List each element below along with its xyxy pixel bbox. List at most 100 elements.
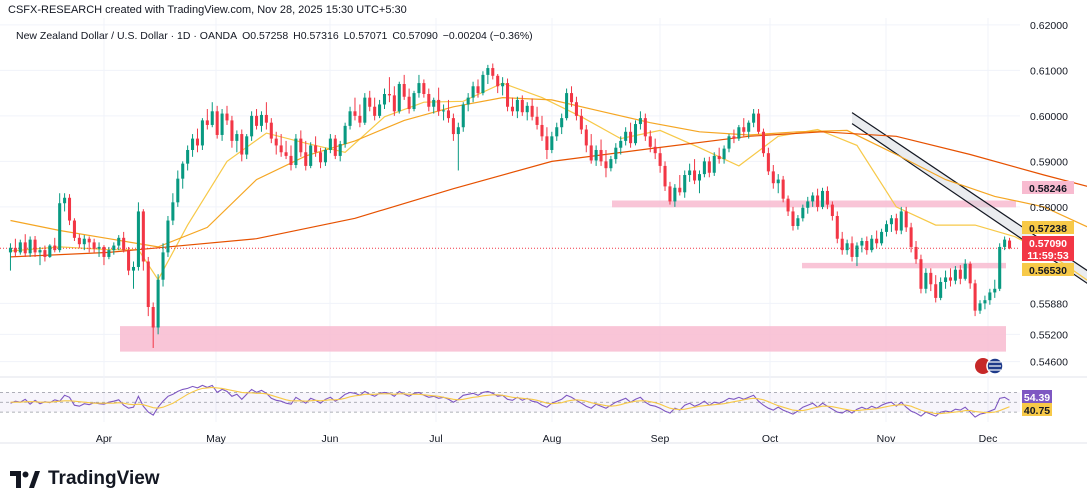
brand[interactable]: TradingView bbox=[10, 468, 160, 490]
candle bbox=[934, 275, 938, 303]
candle bbox=[451, 113, 455, 141]
candle bbox=[525, 102, 529, 121]
y-tick-label: 0.59000 bbox=[1030, 156, 1068, 168]
candle-body bbox=[382, 94, 387, 105]
candle-body bbox=[506, 83, 510, 107]
candle-body bbox=[48, 245, 52, 257]
candle bbox=[643, 113, 647, 141]
candle-body bbox=[870, 238, 874, 251]
candle-body bbox=[899, 211, 903, 231]
candle bbox=[648, 130, 652, 153]
candle bbox=[944, 270, 948, 289]
time-axis[interactable]: Apr May Jun Jul Aug Sep Oct Nov Dec bbox=[96, 433, 998, 445]
candle-body bbox=[363, 97, 367, 123]
candle bbox=[904, 206, 908, 232]
candle bbox=[506, 78, 510, 112]
candle-body bbox=[491, 68, 495, 76]
candle-body bbox=[574, 102, 578, 116]
candle-body bbox=[865, 241, 869, 251]
candle bbox=[461, 102, 465, 132]
candle bbox=[820, 187, 825, 210]
candle bbox=[683, 170, 687, 198]
y-tick-label: 0.58000 bbox=[1030, 202, 1068, 214]
ohlc-low: L0.57071 bbox=[343, 30, 388, 42]
moving-average-line bbox=[10, 82, 1087, 281]
price-label-text: 11:59:53 bbox=[1027, 250, 1069, 262]
symbol-name[interactable]: New Zealand Dollar / U.S. Dollar · 1D · … bbox=[16, 30, 238, 42]
candle-body bbox=[889, 218, 893, 225]
y-tick-label: 0.60000 bbox=[1030, 111, 1068, 123]
chart-credit: CSFX-RESEARCH created with TradingView.c… bbox=[8, 4, 407, 16]
candle bbox=[732, 129, 736, 144]
candle bbox=[373, 97, 377, 121]
candle-body bbox=[141, 211, 145, 262]
candle bbox=[791, 206, 795, 231]
candle-body bbox=[811, 195, 815, 202]
candle bbox=[72, 218, 76, 242]
candle bbox=[269, 118, 273, 144]
flag-icon[interactable] bbox=[975, 357, 1004, 375]
candle-body bbox=[752, 113, 756, 123]
candle bbox=[304, 140, 308, 171]
x-tick-label: May bbox=[206, 433, 227, 445]
candle-body bbox=[643, 118, 647, 137]
rsi-line bbox=[10, 384, 1010, 418]
candle bbox=[397, 81, 401, 114]
candle bbox=[181, 161, 185, 189]
candle bbox=[210, 102, 214, 128]
candle-body bbox=[697, 174, 702, 181]
candle-body bbox=[648, 136, 652, 147]
candle-body bbox=[259, 114, 263, 126]
candle-body bbox=[816, 195, 820, 207]
candle-body bbox=[427, 94, 431, 107]
candle-body bbox=[92, 242, 96, 249]
candle-body bbox=[402, 83, 406, 97]
candle bbox=[87, 236, 91, 253]
candle-body bbox=[112, 245, 116, 251]
candle-body bbox=[176, 178, 180, 203]
candle-body bbox=[67, 197, 72, 221]
candle bbox=[358, 104, 362, 128]
candle bbox=[348, 106, 352, 130]
candle bbox=[884, 220, 889, 237]
candle bbox=[151, 302, 155, 348]
candle-body bbox=[668, 186, 672, 202]
price-axis[interactable]: 0.62000 0.61000 0.60000 0.59000 0.58000 0.558… bbox=[1030, 20, 1068, 369]
candle-body bbox=[579, 115, 583, 130]
candle bbox=[127, 246, 131, 276]
candle-body bbox=[929, 272, 933, 285]
candle bbox=[924, 268, 928, 294]
candle-body bbox=[481, 74, 485, 94]
candle-body bbox=[63, 197, 67, 204]
candle bbox=[825, 186, 829, 210]
candle bbox=[993, 279, 997, 298]
candle bbox=[973, 279, 977, 317]
candle-body bbox=[683, 175, 687, 193]
candle bbox=[919, 254, 923, 294]
candle-body bbox=[117, 237, 121, 246]
candle bbox=[13, 238, 17, 257]
candle-body bbox=[540, 124, 544, 137]
candle bbox=[328, 134, 332, 154]
candle-body bbox=[653, 146, 657, 154]
candle bbox=[909, 222, 913, 253]
candle-body bbox=[8, 247, 12, 253]
price-label-bg bbox=[1022, 248, 1074, 261]
candle-body bbox=[314, 145, 318, 153]
candle bbox=[801, 204, 805, 222]
candle bbox=[456, 122, 460, 171]
y-tick-label: 0.55880 bbox=[1030, 298, 1068, 310]
price-label-text: 0.58246 bbox=[1029, 183, 1067, 195]
candle-body bbox=[875, 238, 879, 244]
candle bbox=[880, 228, 884, 246]
price-zone bbox=[802, 262, 1006, 269]
candle-body bbox=[973, 283, 977, 311]
candle-body bbox=[166, 220, 170, 253]
price-label: 0.56530 bbox=[1022, 263, 1074, 277]
candle-body bbox=[766, 153, 770, 172]
price-label-bg bbox=[1022, 181, 1074, 194]
candle-body bbox=[884, 224, 889, 232]
candle-body bbox=[633, 124, 638, 144]
candle-body bbox=[299, 138, 303, 153]
